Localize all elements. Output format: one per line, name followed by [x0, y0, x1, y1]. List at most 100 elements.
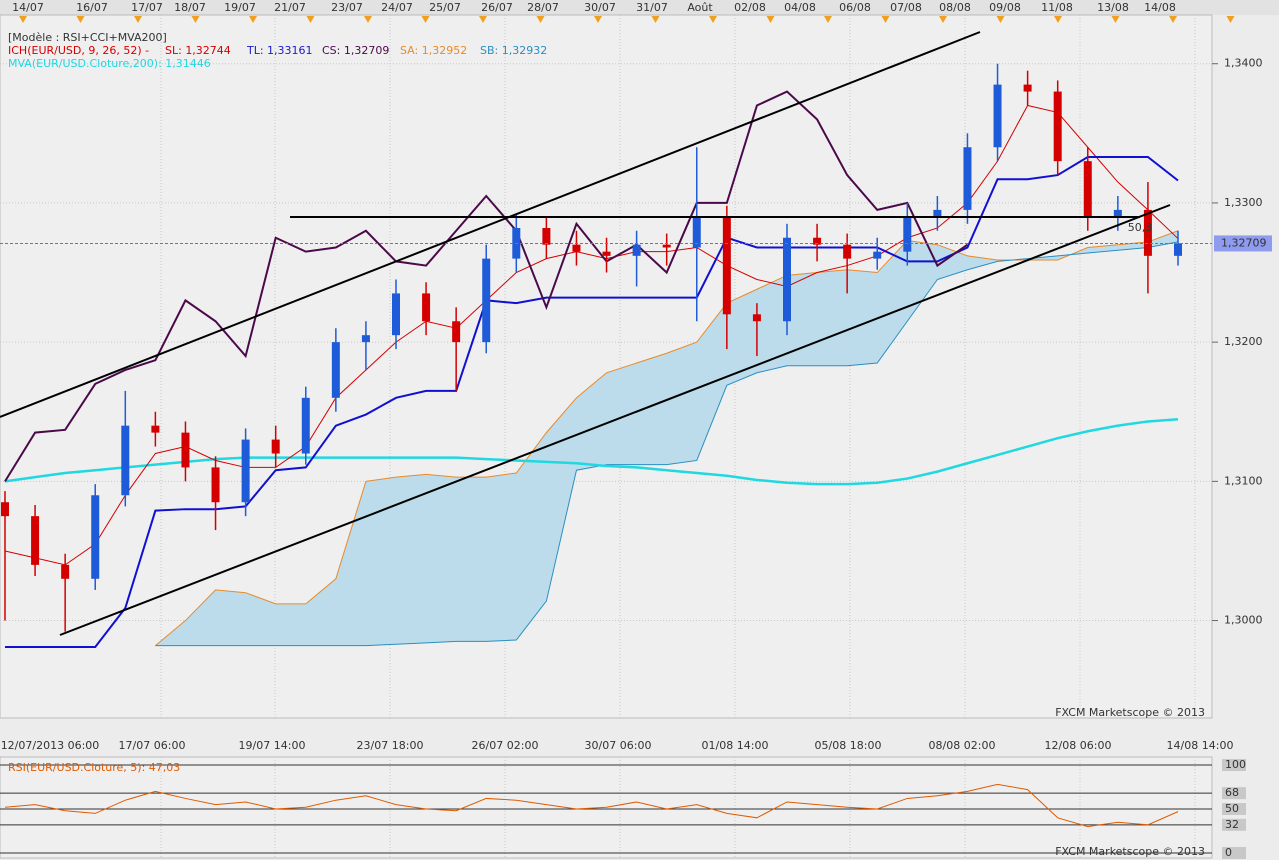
period-marker [939, 16, 947, 23]
top-date: 02/08 [734, 1, 766, 14]
period-marker [191, 16, 200, 23]
x-tick-label: 08/08 02:00 [929, 739, 996, 752]
indicator-line [4, 418, 1179, 486]
candle-body [1023, 84, 1032, 92]
period-marker [996, 16, 1005, 23]
x-tick-label: 12/07/2013 06:00 [1, 739, 100, 752]
period-marker [134, 16, 142, 23]
legend-entry: SL: 1,32744 [165, 44, 231, 57]
candle-body [1, 502, 9, 517]
candle-body [1143, 209, 1152, 256]
candle-body [873, 251, 882, 259]
top-date: 21/07 [274, 1, 306, 14]
top-date: 17/07 [131, 1, 163, 14]
rsi-line [4, 783, 1179, 828]
top-date: 24/07 [381, 1, 413, 14]
candle-body [392, 293, 400, 336]
annotation: 50,3 [1128, 221, 1153, 234]
legend-entry: ICH(EUR/USD, 9, 26, 52) - [8, 44, 149, 57]
legend-entry: SA: 1,32952 [400, 44, 467, 57]
period-marker [594, 16, 602, 23]
span-b [155, 241, 1179, 647]
candle-body [903, 216, 912, 252]
period-marker [19, 16, 27, 23]
candle-body [482, 258, 491, 343]
top-date: 09/08 [989, 1, 1021, 14]
y-tick-box [1222, 818, 1246, 831]
x-tick-label: 12/08 06:00 [1045, 739, 1112, 752]
x-tick-label: 19/07 14:00 [239, 739, 306, 752]
candle-body [361, 335, 370, 343]
top-date: 14/08 [1144, 1, 1176, 14]
period-marker [881, 16, 890, 23]
candle-body [211, 467, 220, 503]
period-marker [1169, 16, 1177, 23]
top-date: 06/08 [839, 1, 871, 14]
candle-body [813, 237, 822, 245]
period-marker [364, 16, 372, 23]
candle-body [783, 237, 791, 322]
period-marker [1054, 16, 1062, 23]
candle-body [452, 321, 461, 343]
cloud-fill [155, 230, 1178, 646]
y-tick-box [1222, 759, 1246, 771]
candle-body [963, 147, 972, 210]
candle-body [722, 216, 731, 315]
candle-body [632, 244, 641, 256]
candle-body [1113, 209, 1122, 217]
y-tick-label: 0 [1225, 846, 1232, 859]
top-date: 18/07 [174, 1, 206, 14]
date-bar [0, 0, 1279, 15]
period-marker [1111, 16, 1120, 23]
candle-body [31, 516, 40, 565]
y-tick-box [1222, 803, 1246, 815]
y-tick-label: 68 [1225, 786, 1239, 799]
x-tick-label: 17/07 06:00 [119, 739, 186, 752]
top-date: Août [687, 1, 713, 14]
y-tick-label: 1,3200 [1224, 335, 1263, 348]
legend-entry: MVA(EUR/USD.Cloture,200): 1,31446 [8, 57, 211, 70]
period-marker [824, 16, 832, 23]
candle-body [1174, 243, 1182, 256]
candle-body [61, 564, 70, 579]
trend-line [0, 31, 981, 418]
top-date: 23/07 [331, 1, 363, 14]
top-date: 31/07 [636, 1, 668, 14]
x-tick-label: 05/08 18:00 [815, 739, 882, 752]
legend-entry: TL: 1,33161 [246, 44, 313, 57]
top-date: 30/07 [584, 1, 616, 14]
period-marker [421, 16, 430, 23]
watermark: FXCM Marketscope © 2013 [1055, 706, 1205, 719]
trend-line [59, 204, 1171, 636]
period-marker [306, 16, 315, 23]
indicator-line [4, 104, 1179, 566]
legend-entry: CS: 1,32709 [322, 44, 389, 57]
y-tick-label: 1,3400 [1224, 57, 1263, 70]
x-tick-label: 01/08 14:00 [702, 739, 769, 752]
legend-entry: SB: 1,32932 [480, 44, 547, 57]
top-date: 26/07 [481, 1, 513, 14]
x-tick-label: 26/07 02:00 [472, 739, 539, 752]
candle-body [692, 216, 701, 248]
candle-body [542, 227, 551, 245]
candle-body [843, 244, 852, 259]
top-date: 28/07 [527, 1, 559, 14]
candle-body [241, 439, 250, 503]
candle-body [271, 439, 280, 454]
candle-body [331, 342, 340, 398]
y-tick-label: 1,3300 [1224, 196, 1263, 209]
y-tick-label: 50 [1225, 802, 1239, 815]
candle-body [933, 209, 942, 217]
price-box [1214, 235, 1272, 252]
candle-body [993, 84, 1002, 148]
candle-body [662, 244, 671, 248]
candle-body [752, 314, 761, 322]
candle-body [151, 425, 160, 433]
period-marker [536, 16, 545, 23]
candle-body [422, 293, 431, 322]
top-date: 13/08 [1097, 1, 1129, 14]
top-date: 16/07 [76, 1, 108, 14]
y-tick-label: 1,3100 [1224, 474, 1263, 487]
candle-body [1053, 91, 1062, 162]
top-date: 07/08 [890, 1, 922, 14]
